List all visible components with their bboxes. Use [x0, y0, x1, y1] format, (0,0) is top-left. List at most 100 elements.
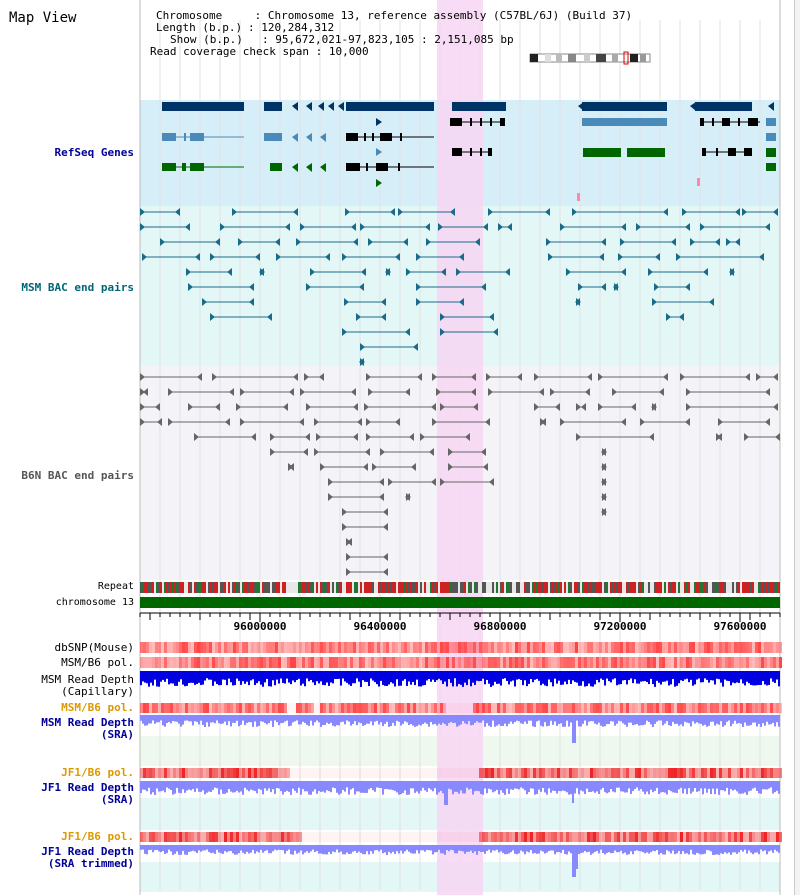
track-label-b6n-bac[interactable]: B6N BAC end pairs [21, 469, 134, 482]
msm-cap-depth [694, 671, 696, 685]
repeat-mark [642, 582, 644, 593]
track-label-refseq[interactable]: RefSeq Genes [54, 146, 134, 159]
track-label-jf1-depth-trim: JF1 Read Depth [41, 845, 134, 858]
jf1-trim-depth [282, 845, 284, 851]
jf1-sra-depth [292, 781, 294, 789]
msm-pol2-heat [584, 703, 587, 713]
msm-cap-depth [430, 671, 432, 682]
msm-cap-depth [314, 671, 316, 686]
repeat-mark [386, 582, 388, 593]
repeat-mark [700, 582, 702, 593]
jf1-trim-depth [320, 845, 322, 854]
jf1-trim-depth [690, 845, 692, 850]
jf1-trim-depth [356, 845, 358, 853]
gene-exon [738, 118, 740, 126]
msm-cap-depth [452, 671, 454, 687]
msm-cap-depth [508, 671, 510, 685]
jf1-trim-depth [168, 845, 170, 850]
msm-cap-depth [558, 671, 560, 681]
jf1-trim-depth [216, 845, 218, 850]
dbsnp-heat [671, 642, 674, 653]
jf1-pol-heat [407, 768, 410, 778]
msm-bac-pair-end [381, 298, 386, 306]
jf1-sra-depth [736, 781, 738, 792]
msm-cap-depth [622, 671, 624, 681]
dbsnp-heat [302, 642, 305, 653]
msm-cap-depth [576, 671, 578, 683]
jf1-trim-depth [580, 845, 582, 854]
jf1-pol-heat [737, 768, 740, 778]
jf1-pol2-heat [500, 832, 503, 842]
jf1-pol-heat [197, 768, 200, 778]
msm-cap-depth [728, 671, 730, 682]
msm-sra-depth [438, 715, 440, 724]
msm-pol-heat [602, 657, 605, 668]
jf1-sra-depth [358, 781, 360, 792]
msm-sra-depth [372, 715, 374, 726]
msm-sra-depth [174, 715, 176, 722]
jf1-trim-depth [722, 845, 724, 854]
jf1-sra-depth [436, 781, 438, 795]
gene-block [270, 163, 282, 171]
jf1-trim-depth [634, 845, 636, 851]
msm-cap-depth [240, 671, 242, 685]
msm-sra-depth [360, 715, 362, 724]
msm-cap-depth [388, 671, 390, 685]
msm-bac-pair-end [353, 238, 358, 246]
msm-bac-pair-end [765, 223, 770, 231]
jf1-sra-depth [400, 781, 402, 795]
jf1-pol-heat [272, 768, 275, 778]
msm-cap-depth [758, 671, 760, 685]
jf1-trim-depth [702, 845, 704, 855]
msm-cap-depth [178, 671, 180, 682]
jf1-trim-depth [556, 845, 558, 853]
msm-cap-depth [158, 671, 160, 687]
msm-pol2-heat [161, 703, 164, 713]
ideogram-band [545, 54, 551, 62]
msm-pol-heat [449, 657, 452, 668]
msm-cap-depth [474, 671, 476, 685]
msm-sra-depth [704, 715, 706, 725]
repeat-mark [712, 582, 714, 593]
repeat-mark [194, 582, 196, 593]
msm-cap-depth [180, 671, 182, 680]
msm-pol2-heat [719, 703, 722, 713]
jf1-pol-heat [701, 768, 704, 778]
repeat-mark [630, 582, 632, 593]
msm-bac-pair-end [220, 223, 225, 231]
jf1-sra-depth [524, 781, 526, 791]
jf1-sra-depth [446, 781, 448, 805]
jf1-sra-depth [196, 781, 198, 789]
jf1-trim-depth [540, 845, 542, 851]
msm-bac-pair-end [249, 283, 254, 291]
msm-bac-pair-end [359, 283, 364, 291]
track-label-msm-bac[interactable]: MSM BAC end pairs [21, 281, 134, 294]
msm-pol-heat [203, 657, 206, 668]
dbsnp-heat [686, 642, 689, 653]
msm-bac-pair-end [390, 208, 395, 216]
msm-bac-pair-end [620, 238, 625, 246]
msm-pol2-heat [674, 703, 677, 713]
msm-bac-pair-end [489, 313, 494, 321]
msm-cap-depth [572, 671, 574, 681]
jf1-pol-heat [605, 768, 608, 778]
jf1-trim-depth [668, 845, 670, 852]
jf1-trim-depth [196, 845, 198, 853]
msm-pol-heat [260, 657, 263, 668]
jf1-sra-depth [484, 781, 486, 789]
gene-exon [716, 148, 718, 156]
msm-pol-heat [401, 657, 404, 668]
jf1-sra-depth [656, 781, 658, 788]
repeat-mark [310, 582, 312, 593]
jf1-sra-depth [720, 781, 722, 791]
msm-sra-depth [366, 715, 368, 724]
msm-cap-depth [672, 671, 674, 680]
jf1-sra-depth [294, 781, 296, 791]
repeat-mark [420, 582, 422, 593]
jf1-pol-heat [746, 768, 749, 778]
msm-cap-depth [708, 671, 710, 683]
jf1-trim-depth [566, 845, 568, 855]
jf1-sra-depth [550, 781, 552, 793]
jf1-trim-depth [378, 845, 380, 852]
jf1-trim-depth [298, 845, 300, 853]
